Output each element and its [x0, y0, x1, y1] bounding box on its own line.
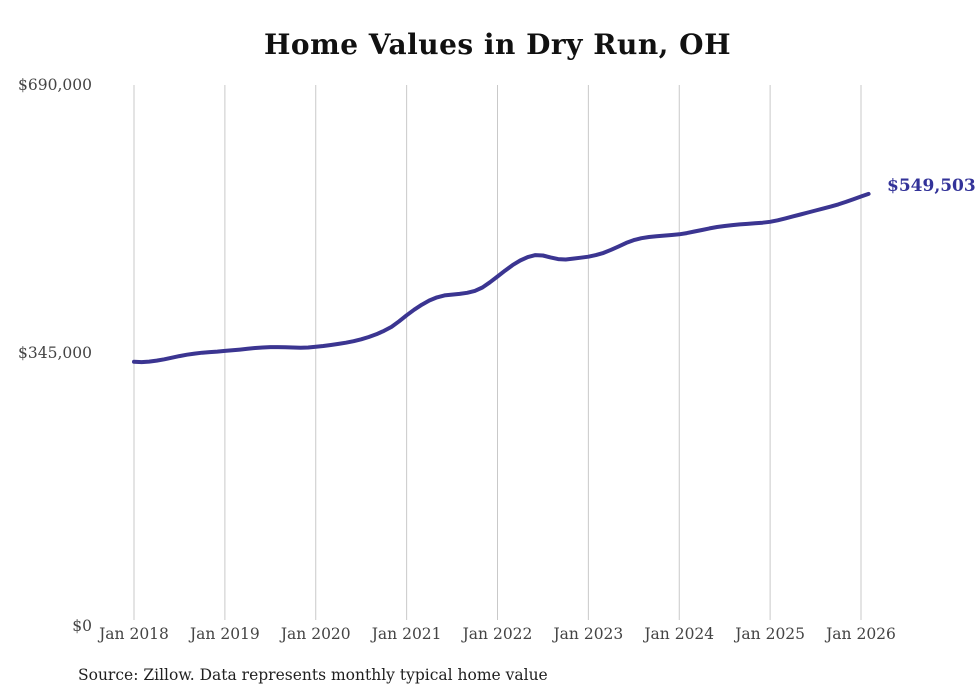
- y-tick-label: $345,000: [18, 344, 92, 362]
- latest-value-label: $549,503: [887, 176, 976, 196]
- y-tick-label: $690,000: [18, 76, 92, 94]
- y-tick-label: $0: [72, 617, 92, 635]
- x-tick-label: Jan 2026: [826, 625, 896, 643]
- source-note: Source: Zillow. Data represents monthly …: [78, 666, 548, 684]
- x-tick-label: Jan 2023: [553, 625, 624, 643]
- x-tick-label: Jan 2018: [99, 625, 169, 643]
- home-value-series-line: [132, 191, 871, 365]
- x-tick-label: Jan 2021: [371, 625, 442, 643]
- x-tick-label: Jan 2024: [644, 625, 715, 643]
- x-tick-label: Jan 2025: [735, 625, 806, 643]
- chart-title: Home Values in Dry Run, OH: [263, 28, 732, 61]
- x-tick-label: Jan 2019: [189, 625, 260, 643]
- x-tick-label: Jan 2022: [462, 625, 533, 643]
- x-tick-label: Jan 2020: [280, 625, 351, 643]
